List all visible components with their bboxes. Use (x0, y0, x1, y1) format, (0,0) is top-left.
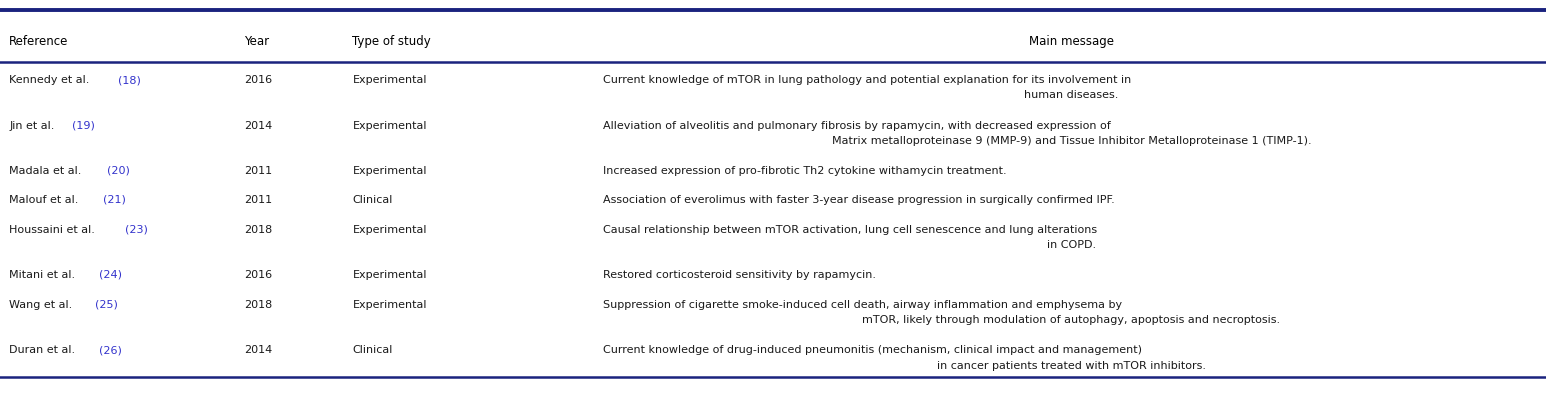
Text: Mitani et al.: Mitani et al. (9, 270, 79, 280)
Text: Reference: Reference (9, 35, 68, 48)
Text: Wang et al.: Wang et al. (9, 300, 76, 310)
Text: Experimental: Experimental (352, 166, 427, 176)
Text: Association of everolimus with faster 3-year disease progression in surgically c: Association of everolimus with faster 3-… (603, 195, 1115, 205)
Text: in cancer patients treated with mTOR inhibitors.: in cancer patients treated with mTOR inh… (937, 361, 1206, 371)
Text: 2018: 2018 (244, 300, 272, 310)
Text: (20): (20) (107, 166, 130, 176)
Text: Houssaini et al.: Houssaini et al. (9, 225, 99, 235)
Text: Current knowledge of mTOR in lung pathology and potential explanation for its in: Current knowledge of mTOR in lung pathol… (603, 75, 1132, 85)
Text: (19): (19) (73, 121, 96, 131)
Text: Current knowledge of drug-induced pneumonitis (mechanism, clinical impact and ma: Current knowledge of drug-induced pneumo… (603, 345, 1142, 355)
Text: Experimental: Experimental (352, 121, 427, 131)
Text: (23): (23) (125, 225, 147, 235)
Text: Malouf et al.: Malouf et al. (9, 195, 82, 205)
Text: Year: Year (244, 35, 269, 48)
Text: Experimental: Experimental (352, 300, 427, 310)
Text: in COPD.: in COPD. (1047, 240, 1096, 250)
Text: 2018: 2018 (244, 225, 272, 235)
Text: Alleviation of alveolitis and pulmonary fibrosis by rapamycin, with decreased ex: Alleviation of alveolitis and pulmonary … (603, 121, 1110, 131)
Text: (21): (21) (104, 195, 127, 205)
Text: Kennedy et al.: Kennedy et al. (9, 75, 93, 85)
Text: Matrix metalloproteinase 9 (MMP-9) and Tissue Inhibitor Metalloproteinase 1 (TIM: Matrix metalloproteinase 9 (MMP-9) and T… (832, 136, 1311, 146)
Text: Type of study: Type of study (352, 35, 431, 48)
Text: 2016: 2016 (244, 270, 272, 280)
Text: Clinical: Clinical (352, 345, 393, 355)
Text: Causal relationship between mTOR activation, lung cell senescence and lung alter: Causal relationship between mTOR activat… (603, 225, 1098, 235)
Text: 2016: 2016 (244, 75, 272, 85)
Text: 2011: 2011 (244, 166, 272, 176)
Text: 2014: 2014 (244, 121, 272, 131)
Text: (26): (26) (99, 345, 122, 355)
Text: (24): (24) (99, 270, 122, 280)
Text: 2011: 2011 (244, 195, 272, 205)
Text: Clinical: Clinical (352, 195, 393, 205)
Text: Experimental: Experimental (352, 225, 427, 235)
Text: Experimental: Experimental (352, 270, 427, 280)
Text: 2014: 2014 (244, 345, 272, 355)
Text: mTOR, likely through modulation of autophagy, apoptosis and necroptosis.: mTOR, likely through modulation of autop… (863, 315, 1280, 325)
Text: Madala et al.: Madala et al. (9, 166, 85, 176)
Text: (18): (18) (117, 75, 141, 85)
Text: Restored corticosteroid sensitivity by rapamycin.: Restored corticosteroid sensitivity by r… (603, 270, 877, 280)
Text: Main message: Main message (1030, 35, 1113, 48)
Text: Suppression of cigarette smoke-induced cell death, airway inflammation and emphy: Suppression of cigarette smoke-induced c… (603, 300, 1122, 310)
Text: Jin et al.: Jin et al. (9, 121, 59, 131)
Text: human diseases.: human diseases. (1023, 90, 1119, 100)
Text: Increased expression of pro-fibrotic Th2 cytokine withamycin treatment.: Increased expression of pro-fibrotic Th2… (603, 166, 1006, 176)
Text: Experimental: Experimental (352, 75, 427, 85)
Text: Duran et al.: Duran et al. (9, 345, 79, 355)
Text: (25): (25) (96, 300, 119, 310)
